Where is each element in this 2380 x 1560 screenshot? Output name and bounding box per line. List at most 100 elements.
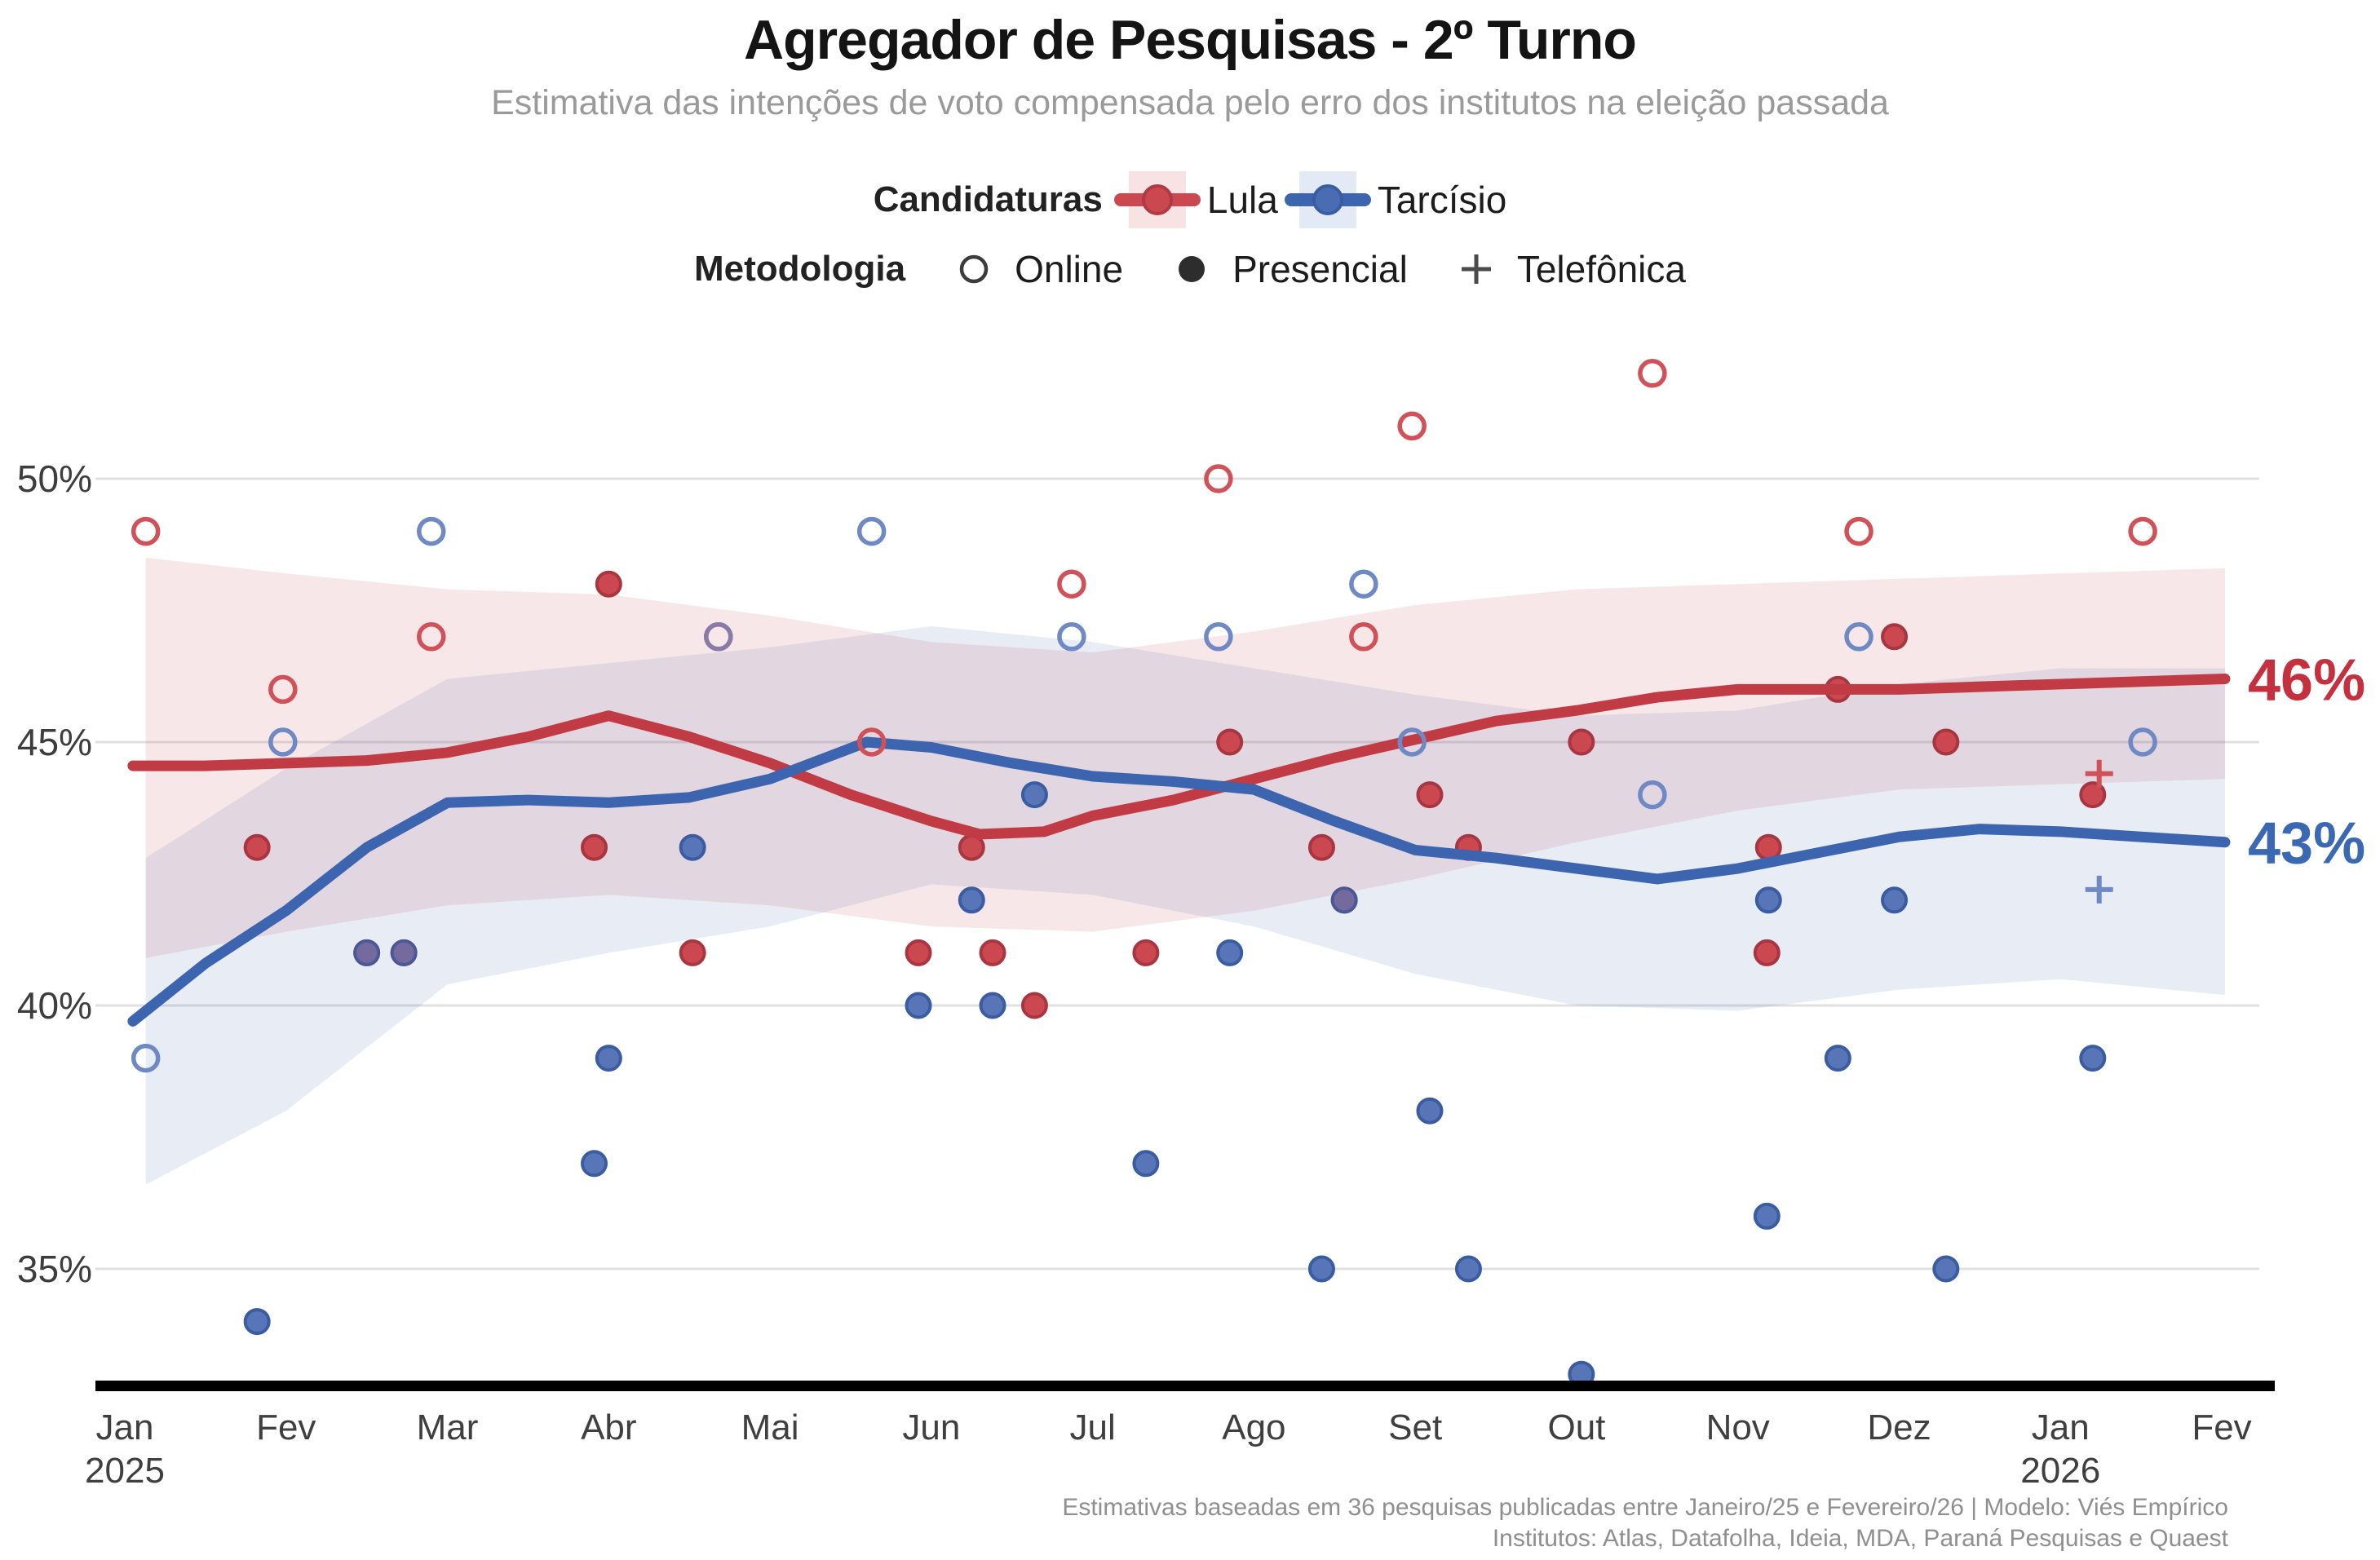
trend-lines: [127, 673, 2231, 1027]
legend-lula-label: Lula: [1206, 179, 1278, 221]
end-value-labels: 46% 43%: [2248, 647, 2365, 876]
poll-point-tarcisio-presencial: [1416, 1097, 1444, 1125]
poll-point-lula-presencial: [1881, 623, 1909, 651]
x-tick-label: Fev: [2192, 1408, 2251, 1447]
poll-point-tarcisio-presencial: [1020, 781, 1048, 809]
y-tick-label: 40%: [17, 984, 92, 1027]
legend-tarcisio-label: Tarcísio: [1377, 179, 1507, 221]
poll-point-tarcisio-online: [856, 516, 887, 546]
poll-point-lula-online: [1349, 622, 1378, 652]
Lula-end-label: 46%: [2248, 647, 2365, 713]
poll-point-tarcisio-presencial: [958, 886, 985, 914]
poll-point-tarcisio-presencial: [1753, 1202, 1781, 1230]
x-tick-year-label: 2026: [2020, 1451, 2100, 1491]
legend-metodologia-row: Metodologia Online Presencial Telefônica: [0, 245, 2380, 294]
poll-point-lula-presencial: [581, 833, 608, 861]
y-tick-label: 50%: [17, 457, 92, 500]
poll-point-lula-online: [1844, 516, 1873, 546]
Tarcísio-trend-line: [127, 736, 2231, 1027]
poll-point-lula-telefonica: [2085, 759, 2113, 788]
poll-point-lula-online: [1057, 569, 1086, 599]
poll-point-lula-presencial: [679, 939, 706, 966]
poll-point-lula-presencial: [595, 570, 622, 598]
poll-point-tarcisio-presencial: [1132, 1150, 1160, 1178]
poll-point-lula-online: [856, 727, 887, 757]
poll-point-lula-presencial: [979, 939, 1006, 966]
poll-point-lula-presencial: [1132, 939, 1160, 966]
poll-point-lula-online: [1638, 359, 1667, 388]
poll-point-tarcisio-online: [1204, 622, 1233, 652]
poll-point-tarcisio-online: [131, 1043, 161, 1073]
online-marker-icon: [956, 251, 992, 287]
poll-point-lula-presencial: [1568, 728, 1595, 756]
Tarcísio-end-label: 43%: [2248, 811, 2365, 877]
poll-point-tarcisio-presencial: [353, 939, 381, 966]
x-tick-label: Out: [1547, 1408, 1605, 1447]
source-note: Estimativas baseadas em 36 pesquisas pub…: [1062, 1492, 2228, 1554]
poll-point-tarcisio-presencial: [1824, 1045, 1851, 1072]
poll-point-tarcisio-presencial: [2079, 1045, 2107, 1072]
legend-candidaturas-row: Candidaturas Lula Tarcísio: [0, 165, 2380, 235]
poll-point-tarcisio-presencial: [979, 992, 1006, 1019]
poll-point-tarcisio-presencial: [1932, 1255, 1960, 1283]
y-tick-label: 35%: [17, 1248, 92, 1290]
poll-point-tarcisio-online: [1397, 727, 1427, 757]
legend-candidaturas-label: Candidaturas: [873, 179, 1103, 219]
poll-point-lula-online: [131, 516, 161, 546]
poll-point-tarcisio-presencial: [1330, 886, 1358, 914]
lula-series-swatch-icon: [1113, 171, 1201, 228]
poll-point-tarcisio-presencial: [581, 1150, 608, 1178]
poll-point-lula-online: [1397, 411, 1427, 441]
poll-point-lula-online: [2128, 516, 2157, 546]
poll-point-lula-online: [268, 674, 298, 705]
poll-point-tarcisio-presencial: [243, 1308, 271, 1336]
x-tick-label: Abr: [581, 1408, 636, 1447]
poll-point-lula-presencial: [1020, 992, 1048, 1019]
poll-point-tarcisio-online: [1349, 569, 1378, 599]
x-tick-label: Jan: [96, 1408, 154, 1447]
poll-point-lula-online: [1204, 464, 1233, 493]
confidence-bands: [145, 557, 2225, 1185]
presencial-marker-icon: [1174, 251, 1210, 287]
Lula-band: [145, 557, 2225, 958]
poll-point-lula-presencial: [905, 939, 932, 966]
header: Agregador de Pesquisas - 2º Turno Estima…: [0, 0, 2380, 123]
page-title: Agregador de Pesquisas - 2º Turno: [744, 9, 1637, 71]
poll-point-tarcisio-presencial: [595, 1045, 622, 1072]
poll-point-tarcisio-presencial: [905, 992, 932, 1019]
poll-point-tarcisio-online: [268, 727, 298, 757]
poll-point-lula-presencial: [1932, 728, 1960, 756]
poll-point-lula-online: [417, 622, 446, 652]
x-tick-year-label: 2025: [85, 1451, 165, 1491]
legend-online-label: Online: [1015, 248, 1124, 290]
x-tick-label: Set: [1388, 1408, 1442, 1447]
poll-point-tarcisio-presencial: [679, 833, 706, 861]
poll-point-tarcisio-online: [1057, 622, 1086, 652]
poll-point-tarcisio-presencial: [1216, 939, 1244, 966]
x-tick-label: Jun: [902, 1408, 960, 1447]
source-note-line2: Institutos: Atlas, Datafolha, Ideia, MDA…: [1492, 1525, 2228, 1552]
poll-point-tarcisio-online: [1638, 780, 1667, 810]
poll-point-tarcisio-presencial: [1307, 1255, 1335, 1283]
legend-telefonica-label: Telefônica: [1516, 248, 1686, 290]
poll-point-lula-presencial: [1753, 939, 1781, 966]
x-tick-label: Jan: [2032, 1408, 2090, 1447]
poll-point-lula-presencial: [1216, 728, 1244, 756]
poll-point-tarcisio-presencial: [1754, 886, 1782, 914]
x-tick-label: Dez: [1867, 1408, 1931, 1447]
x-tick-label: Mai: [741, 1408, 799, 1447]
poll-point-tarcisio-online: [704, 622, 733, 652]
legend-presencial-label: Presencial: [1232, 248, 1408, 290]
x-tick-label: Jul: [1069, 1408, 1115, 1447]
page-subtitle: Estimativa das intenções de voto compens…: [491, 83, 1889, 122]
x-tick-label: Fev: [256, 1408, 316, 1447]
x-tick-label: Nov: [1706, 1408, 1770, 1447]
x-axis: Jan 2025 Fev Mar Abr Mai Jun Jul Ago Set Out Nov Dez…: [85, 1381, 2275, 1491]
legend-metodologia-label: Metodologia: [694, 249, 906, 289]
gridlines-and-y-axis: 50% 45% 40% 35%: [17, 457, 2259, 1290]
y-tick-label: 45%: [17, 721, 92, 763]
poll-point-tarcisio-presencial: [390, 939, 418, 966]
poll-point-tarcisio-telefonica: [2085, 875, 2113, 904]
